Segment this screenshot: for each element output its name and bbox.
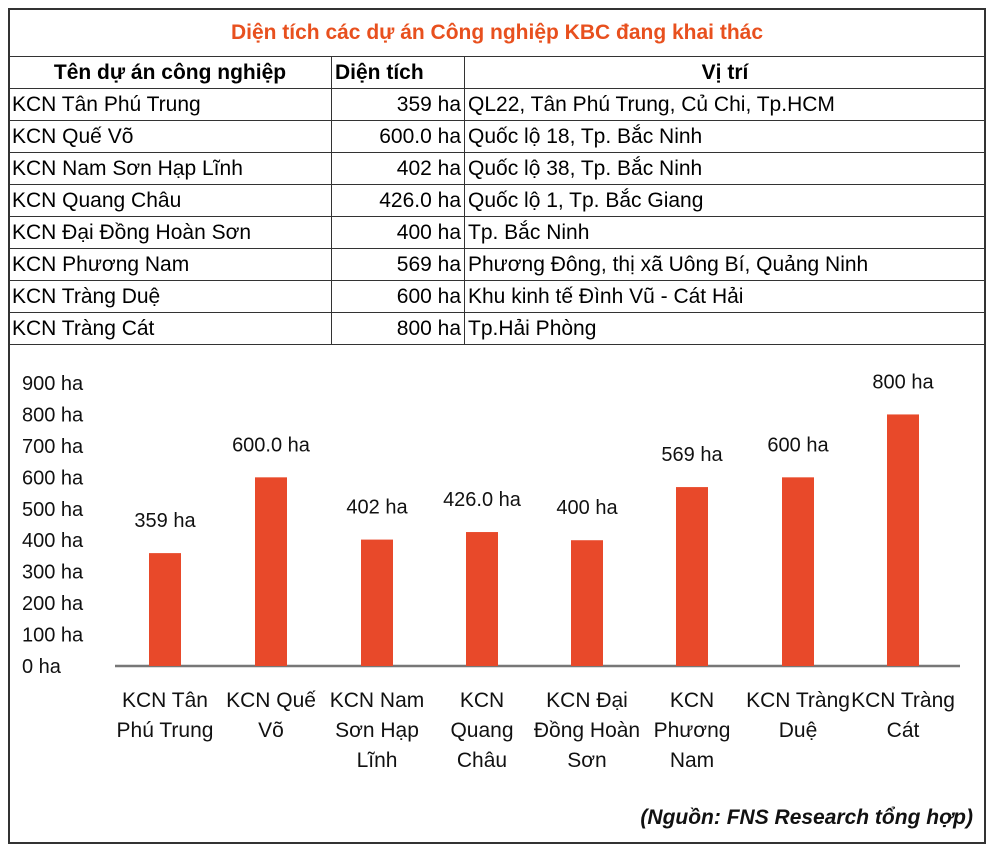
bar <box>676 487 708 666</box>
cell-name: KCN Phương Nam <box>8 248 332 281</box>
table-row: KCN Tân Phú Trung 359 ha QL22, Tân Phú Tru… <box>8 88 986 121</box>
source-note: (Nguồn: FNS Research tổng hợp) <box>640 806 973 829</box>
cell-location: Quốc lộ 18, Tp. Bắc Ninh <box>464 120 986 153</box>
y-tick-label: 200 ha <box>22 593 84 615</box>
y-tick-label: 500 ha <box>22 499 84 521</box>
data-label: 800 ha <box>872 371 934 393</box>
category-label: KCN Quang Châu <box>450 689 514 772</box>
category-label: KCN Phương Nam <box>653 689 731 772</box>
cell-area: 600.0 ha <box>331 120 465 153</box>
y-tick-label: 0 ha <box>22 656 62 678</box>
outer-border <box>8 8 986 844</box>
data-label: 569 ha <box>661 444 723 466</box>
data-label: 426.0 ha <box>443 489 522 511</box>
category-label: KCN Nam Sơn Hạp Lĩnh <box>329 689 425 772</box>
y-tick-label: 900 ha <box>22 373 84 395</box>
table-row: KCN Nam Sơn Hạp Lĩnh 402 ha Quốc lộ 38, Tp… <box>8 152 986 185</box>
bar <box>361 539 393 666</box>
table-row: KCN Quế Võ 600.0 ha Quốc lộ 18, Tp. Bắc Ni… <box>8 120 986 153</box>
cell-location: Quốc lộ 38, Tp. Bắc Ninh <box>464 152 986 185</box>
bar <box>149 553 181 666</box>
cell-location: Tp.Hải Phòng <box>464 312 986 345</box>
data-label: 402 ha <box>346 497 408 519</box>
category-label: KCN Tràng Duệ <box>746 689 850 742</box>
data-label: 359 ha <box>134 510 196 532</box>
bar <box>466 532 498 666</box>
data-label: 600.0 ha <box>232 434 311 456</box>
header-name: Tên dự án công nghiệp <box>8 56 332 89</box>
table-row: KCN Tràng Duệ 600 ha Khu kinh tế Đình Vũ -… <box>8 280 986 313</box>
cell-name: KCN Tràng Cát <box>8 312 332 345</box>
bar <box>571 540 603 666</box>
cell-name: KCN Đại Đồng Hoàn Sơn <box>8 216 332 249</box>
bar <box>782 477 814 666</box>
data-label: 400 ha <box>556 497 618 519</box>
projects-table: Diện tích các dự án Công nghiệp KBC đang… <box>8 8 986 345</box>
data-label: 600 ha <box>767 434 829 456</box>
cell-location: Khu kinh tế Đình Vũ - Cát Hải <box>464 280 986 313</box>
table-row: KCN Phương Nam 569 ha Phương Đông, thị xã … <box>8 248 986 281</box>
cell-location: QL22, Tân Phú Trung, Củ Chi, Tp.HCM <box>464 88 986 121</box>
y-tick-label: 400 ha <box>22 530 84 552</box>
bar <box>887 414 919 666</box>
cell-name: KCN Tân Phú Trung <box>8 88 332 121</box>
table-title: Diện tích các dự án Công nghiệp KBC đang… <box>8 8 986 57</box>
category-label: KCN Tân Phú Trung <box>116 689 214 742</box>
table-row: KCN Đại Đồng Hoàn Sơn 400 ha Tp. Bắc Ninh <box>8 216 986 249</box>
bar <box>255 477 287 666</box>
y-tick-label: 100 ha <box>22 625 84 647</box>
y-tick-label: 700 ha <box>22 436 84 458</box>
category-label: KCN Tràng Cát <box>851 689 955 742</box>
cell-name: KCN Quế Võ <box>8 120 332 153</box>
cell-name: KCN Nam Sơn Hạp Lĩnh <box>8 152 332 185</box>
category-label: KCN Quế Võ <box>226 689 316 742</box>
cell-name: KCN Quang Châu <box>8 184 332 217</box>
y-tick-label: 600 ha <box>22 467 84 489</box>
table-row: KCN Tràng Cát 800 ha Tp.Hải Phòng <box>8 312 986 345</box>
header-location: Vị trí <box>464 56 986 89</box>
y-tick-label: 300 ha <box>22 562 84 584</box>
cell-area: 800 ha <box>331 312 465 345</box>
y-tick-label: 800 ha <box>22 404 84 426</box>
category-label: KCN Đại Đồng Hoàn Sơn <box>533 689 641 772</box>
cell-area: 426.0 ha <box>331 184 465 217</box>
table-row: KCN Quang Châu 426.0 ha Quốc lộ 1, Tp. Bắc… <box>8 184 986 217</box>
cell-location: Quốc lộ 1, Tp. Bắc Giang <box>464 184 986 217</box>
cell-area: 569 ha <box>331 248 465 281</box>
cell-area: 402 ha <box>331 152 465 185</box>
